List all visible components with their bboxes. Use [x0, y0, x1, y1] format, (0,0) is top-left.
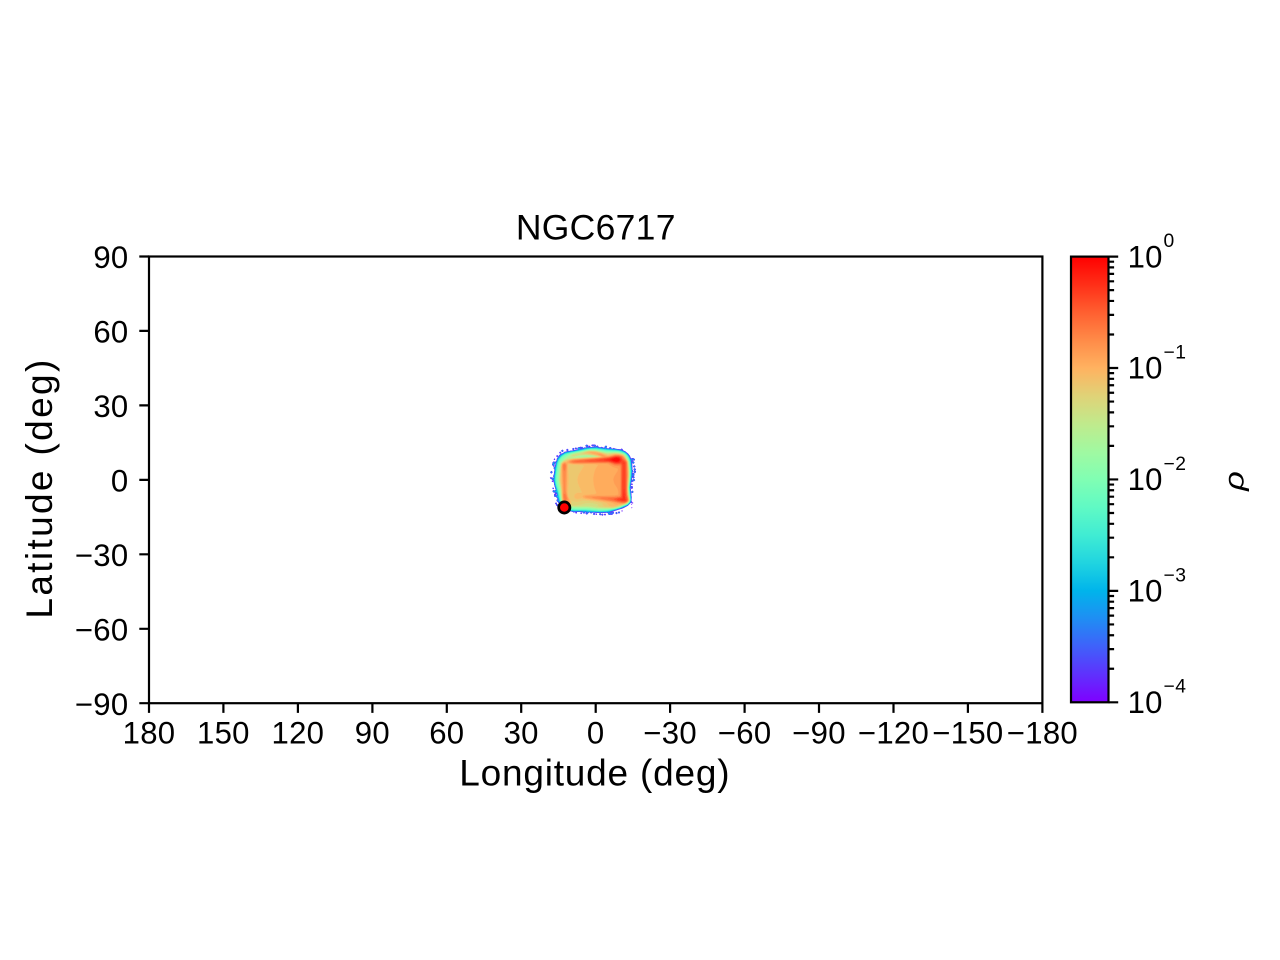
svg-text:−30: −30 — [75, 538, 129, 573]
svg-text:Latitude (deg): Latitude (deg) — [19, 357, 60, 618]
svg-text:0: 0 — [587, 715, 605, 750]
svg-text:90: 90 — [93, 240, 128, 275]
svg-text:Longitude (deg): Longitude (deg) — [459, 752, 730, 793]
svg-text:30: 30 — [504, 715, 539, 750]
svg-text:120: 120 — [272, 715, 325, 750]
svg-text:−180: −180 — [1007, 715, 1078, 750]
svg-text:ρ: ρ — [1220, 471, 1249, 492]
svg-text:NGC6717: NGC6717 — [516, 207, 676, 247]
svg-text:−1: −1 — [1164, 342, 1187, 363]
svg-text:10: 10 — [1128, 574, 1163, 609]
svg-text:0: 0 — [111, 464, 129, 499]
svg-text:−60: −60 — [718, 715, 772, 750]
svg-text:30: 30 — [93, 389, 128, 424]
svg-text:−30: −30 — [643, 715, 697, 750]
svg-text:−60: −60 — [75, 612, 129, 647]
svg-text:−2: −2 — [1164, 454, 1187, 475]
svg-text:10: 10 — [1128, 239, 1163, 274]
svg-text:150: 150 — [197, 715, 250, 750]
svg-text:10: 10 — [1128, 351, 1163, 386]
svg-text:−3: −3 — [1164, 565, 1187, 586]
svg-text:10: 10 — [1128, 462, 1163, 497]
svg-text:−90: −90 — [75, 687, 129, 722]
svg-text:180: 180 — [123, 715, 176, 750]
svg-text:−150: −150 — [932, 715, 1003, 750]
svg-text:60: 60 — [93, 315, 128, 350]
svg-text:60: 60 — [429, 715, 464, 750]
svg-text:90: 90 — [355, 715, 390, 750]
svg-text:10: 10 — [1128, 685, 1163, 720]
svg-text:−120: −120 — [858, 715, 929, 750]
svg-text:0: 0 — [1164, 231, 1175, 252]
svg-text:−90: −90 — [792, 715, 846, 750]
svg-text:−4: −4 — [1164, 677, 1187, 698]
